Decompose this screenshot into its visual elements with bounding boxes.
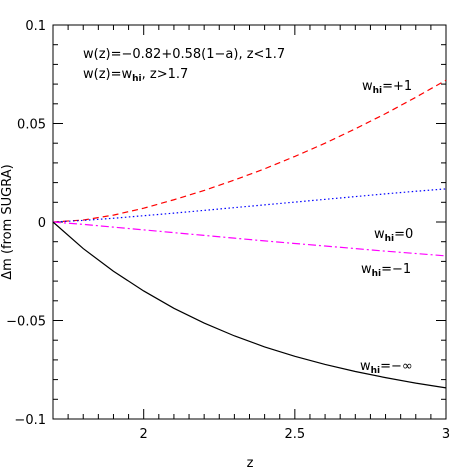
annotation-line-2-prefix: w(z)=w (83, 67, 132, 82)
y-tick-label: 0.05 (17, 118, 46, 133)
series-label-wplus1-prefix: w (362, 79, 373, 94)
series-label-wplus1: whi=+1 (362, 79, 412, 96)
series-line-1 (52, 188, 447, 223)
series-label-wminus1: whi=−1 (361, 262, 411, 279)
series-lines (52, 79, 447, 389)
series-label-w0: whi=0 (374, 227, 413, 244)
ticks: 2 2.5 3 −0.1 −0.05 0 0.05 0.1 (6, 19, 450, 442)
series-label-wminus1-value: =−1 (381, 262, 411, 277)
series-label-w0-value: =0 (394, 227, 413, 242)
x-axis-label: z (247, 456, 254, 471)
annotation-line-2-suffix: , z>1.7 (142, 67, 189, 82)
series-label-wminusinf-prefix: w (360, 359, 371, 374)
series-label-wminus1-prefix: w (361, 262, 372, 277)
x-tick-label: 3 (442, 427, 450, 442)
series-label-wminusinf-sub: hi (371, 366, 381, 376)
series-label-w0-prefix: w (374, 227, 385, 242)
y-tick-label: −0.05 (6, 315, 46, 330)
series-line-0 (52, 79, 447, 223)
series-label-wminusinf: whi=−∞ (360, 359, 413, 376)
x-tick-label: 2 (140, 427, 148, 442)
y-tick-label: 0 (38, 216, 46, 231)
series-label-wplus1-sub: hi (373, 86, 383, 96)
annotation-line-2-sub: hi (132, 74, 142, 84)
series-line-3 (52, 221, 447, 389)
annotation-line-2: w(z)=whi, z>1.7 (83, 67, 188, 84)
y-axis-label: Δm (from SUGRA) (0, 164, 15, 279)
series-label-wminusinf-value: =−∞ (380, 359, 413, 374)
series-label-w0-sub: hi (385, 234, 395, 244)
series-label-wplus1-value: =+1 (382, 79, 412, 94)
y-tick-label: 0.1 (25, 19, 46, 34)
series-label-wminus1-sub: hi (372, 269, 382, 279)
y-tick-label: −0.1 (14, 413, 46, 428)
annotation-line-1: w(z)=−0.82+0.58(1−a), z<1.7 (83, 47, 285, 62)
x-tick-label: 2.5 (285, 427, 306, 442)
series-line-2 (52, 221, 447, 257)
